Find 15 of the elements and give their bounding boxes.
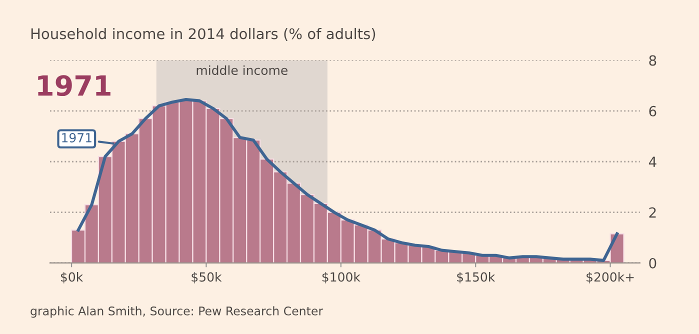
x-tick-label: $50k — [192, 272, 222, 284]
chart-title: Household income in 2014 dollars (% of adults) — [31, 28, 376, 41]
x-tick-label: $0k — [60, 272, 84, 284]
x-tick-label: $100k — [322, 272, 360, 284]
text: graphic Alan Smith, Source: Pew Research Center — [30, 306, 324, 318]
x-tick-label: $150k — [457, 272, 496, 284]
y-tick-label: 4 — [648, 156, 656, 167]
y-tick-label: 8 — [649, 55, 656, 66]
y-tick-label: 6 — [649, 106, 656, 116]
annotation: 1971 — [38, 75, 110, 96]
legend-label: 1971 — [62, 132, 92, 142]
y-tick-label: 2 — [649, 207, 656, 218]
band-label: middle income — [196, 65, 288, 75]
y-tick-label: 0 — [649, 258, 656, 268]
x-tick-label: $200k+ — [586, 272, 634, 284]
